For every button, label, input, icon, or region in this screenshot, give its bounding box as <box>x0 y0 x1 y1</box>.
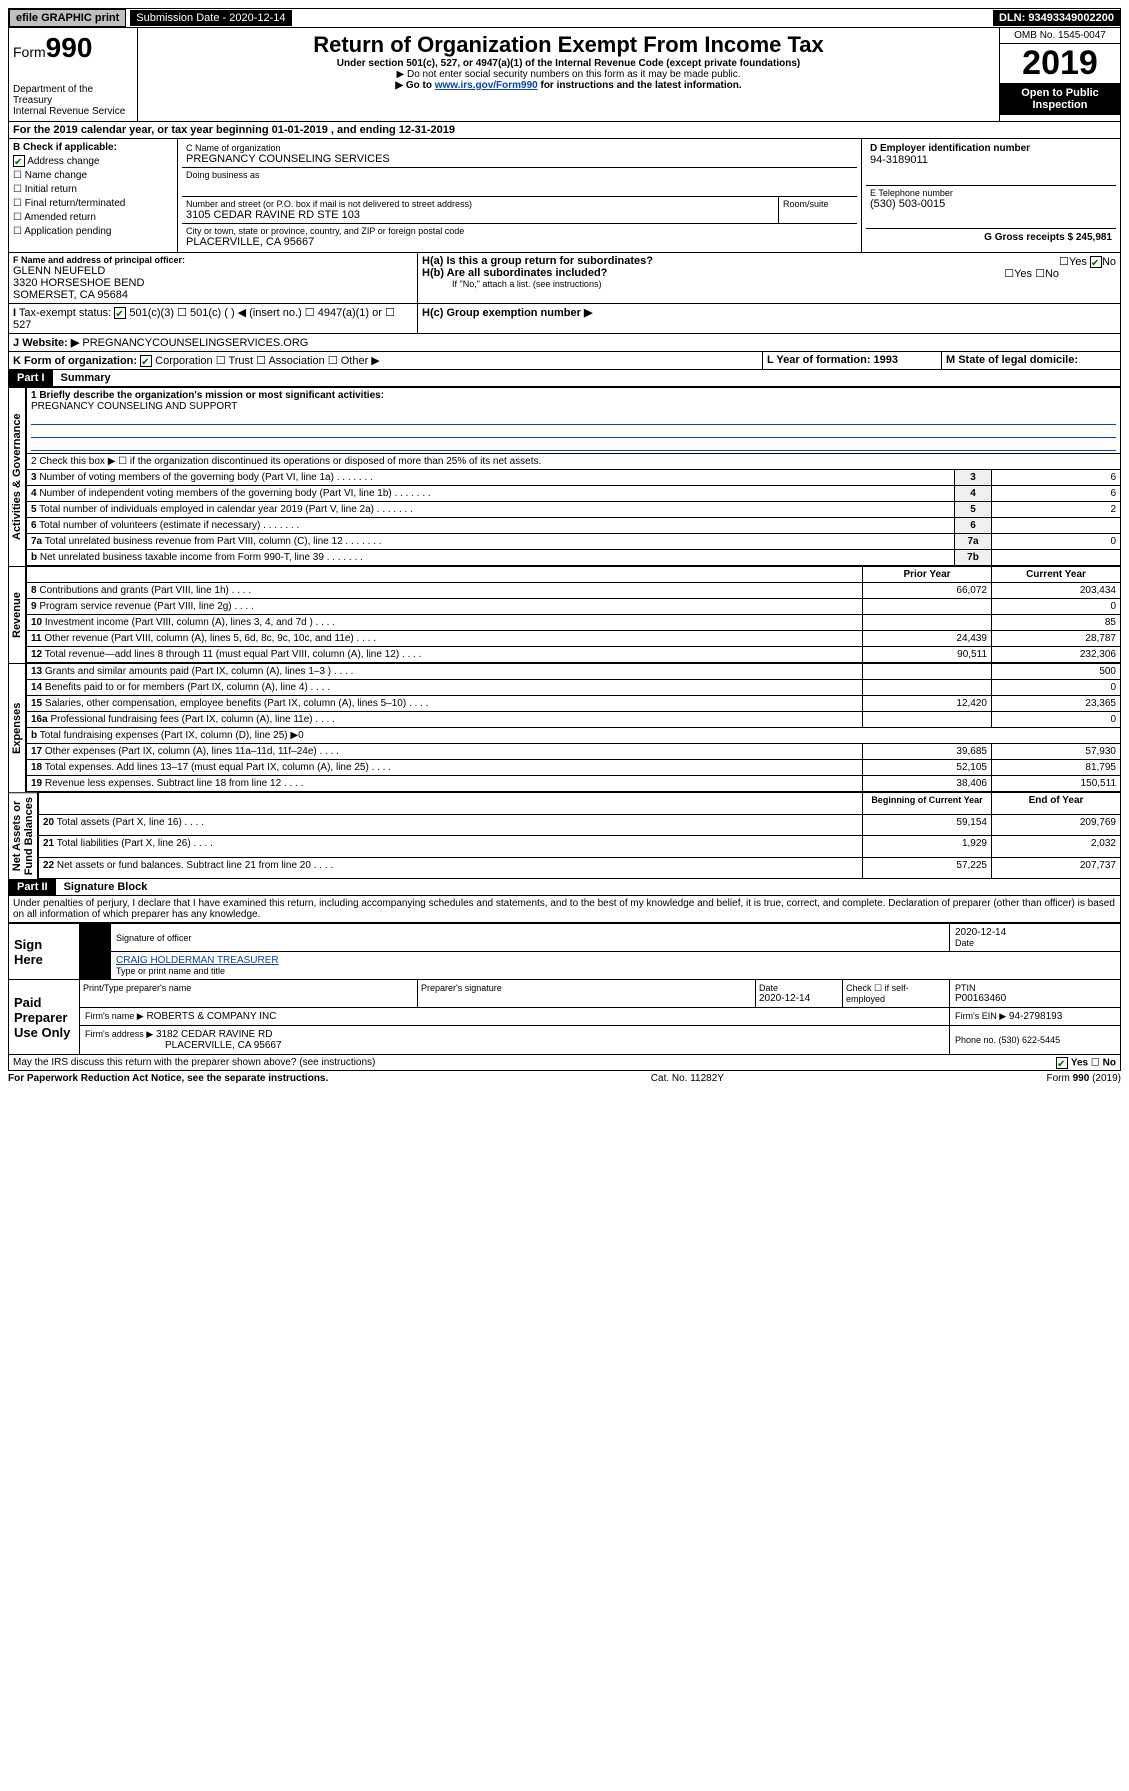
part2-header: Part II Signature Block <box>8 879 1121 896</box>
subtitle-2: ▶ Do not enter social security numbers o… <box>142 69 995 80</box>
table-row: 21 Total liabilities (Part X, line 26) .… <box>39 836 1121 858</box>
tax-year: 2019 <box>1000 44 1120 83</box>
declaration: Under penalties of perjury, I declare th… <box>8 896 1121 923</box>
mission: PREGNANCY COUNSELING AND SUPPORT <box>31 401 237 412</box>
irs-link[interactable]: www.irs.gov/Form990 <box>435 80 538 91</box>
table-row: 20 Total assets (Part X, line 16) . . . … <box>39 814 1121 836</box>
org-name: PREGNANCY COUNSELING SERVICES <box>186 153 853 165</box>
part1-header: Part I Summary <box>8 370 1121 387</box>
section-bcdefg: B Check if applicable: Address change☐ N… <box>8 139 1121 253</box>
table-row: 22 Net assets or fund balances. Subtract… <box>39 857 1121 879</box>
signature-table: Sign Here ▶ Signature of officer 2020-12… <box>8 923 1121 1055</box>
checkbox-address-change[interactable]: Address change <box>13 155 173 169</box>
summary-netassets: Beginning of Current YearEnd of Year 20 … <box>38 792 1121 879</box>
table-row: 19 Revenue less expenses. Subtract line … <box>27 776 1121 792</box>
checkbox-name-change[interactable]: ☐ Name change <box>13 169 173 183</box>
table-row: 17 Other expenses (Part IX, column (A), … <box>27 744 1121 760</box>
table-row: 6 Total number of volunteers (estimate i… <box>27 518 1121 534</box>
open-to-public: Open to Public Inspection <box>1000 83 1120 115</box>
section-c: C Name of organization PREGNANCY COUNSEL… <box>178 139 861 252</box>
table-row: 3 Number of voting members of the govern… <box>27 470 1121 486</box>
dept-label: Department of the Treasury Internal Reve… <box>13 84 133 117</box>
section-b: B Check if applicable: Address change☐ N… <box>9 139 178 252</box>
table-row: b Net unrelated business taxable income … <box>27 550 1121 566</box>
table-row: 13 Grants and similar amounts paid (Part… <box>27 664 1121 680</box>
officer-name-sig: CRAIG HOLDERMAN TREASURER <box>116 955 1115 966</box>
table-row: 5 Total number of individuals employed i… <box>27 502 1121 518</box>
summary-governance: 1 Briefly describe the organization's mi… <box>26 387 1121 566</box>
section-klm: K Form of organization: Corporation ☐ Tr… <box>8 352 1121 370</box>
line-a: For the 2019 calendar year, or tax year … <box>8 122 1121 139</box>
submission-date: Submission Date - 2020-12-14 <box>130 10 291 26</box>
ein: 94-3189011 <box>870 154 1112 166</box>
table-row: b Total fundraising expenses (Part IX, c… <box>27 728 1121 744</box>
form-number: Form990 <box>13 32 133 64</box>
checkbox-application-pending[interactable]: ☐ Application pending <box>13 225 173 239</box>
efile-button[interactable]: efile GRAPHIC print <box>9 9 126 27</box>
org-city: PLACERVILLE, CA 95667 <box>186 236 853 248</box>
gross-receipts: G Gross receipts $ 245,981 <box>984 232 1112 243</box>
summary-expenses: 13 Grants and similar amounts paid (Part… <box>26 663 1121 792</box>
501c3-checkbox[interactable] <box>114 307 126 319</box>
discuss-yes[interactable] <box>1056 1057 1068 1069</box>
subtitle-3: ▶ Go to www.irs.gov/Form990 for instruct… <box>142 80 995 91</box>
phone: (530) 503-0015 <box>870 198 1112 210</box>
section-i: I Tax-exempt status: 501(c)(3) ☐ 501(c) … <box>8 304 1121 334</box>
table-row: 10 Investment income (Part VIII, column … <box>27 615 1121 631</box>
side-ag: Activities & Governance <box>8 387 26 566</box>
side-rev: Revenue <box>8 566 26 663</box>
org-address: 3105 CEDAR RAVINE RD STE 103 <box>186 209 774 221</box>
table-row: 11 Other revenue (Part VIII, column (A),… <box>27 631 1121 647</box>
corp-checkbox[interactable] <box>140 355 152 367</box>
table-row: 8 Contributions and grants (Part VIII, l… <box>27 583 1121 599</box>
website: PREGNANCYCOUNSELINGSERVICES.ORG <box>82 337 308 349</box>
checkbox-initial-return[interactable]: ☐ Initial return <box>13 183 173 197</box>
side-na: Net Assets or Fund Balances <box>8 792 38 879</box>
section-j: J Website: ▶ PREGNANCYCOUNSELINGSERVICES… <box>8 334 1121 352</box>
omb-number: OMB No. 1545-0047 <box>1000 28 1120 44</box>
table-row: 16a Professional fundraising fees (Part … <box>27 712 1121 728</box>
dln-label: DLN: 93493349002200 <box>993 10 1120 26</box>
firm-name: ROBERTS & COMPANY INC <box>146 1011 276 1022</box>
officer-name: GLENN NEUFELD <box>13 265 413 277</box>
footer: For Paperwork Reduction Act Notice, see … <box>8 1071 1121 1086</box>
section-deg: D Employer identification number 94-3189… <box>861 139 1120 252</box>
table-row: 7a Total unrelated business revenue from… <box>27 534 1121 550</box>
discuss-line: May the IRS discuss this return with the… <box>8 1055 1121 1071</box>
section-fhi: F Name and address of principal officer:… <box>8 253 1121 304</box>
side-exp: Expenses <box>8 663 26 792</box>
table-row: 14 Benefits paid to or for members (Part… <box>27 680 1121 696</box>
table-row: 12 Total revenue—add lines 8 through 11 … <box>27 647 1121 663</box>
top-toolbar: efile GRAPHIC print Submission Date - 20… <box>8 8 1121 28</box>
checkbox-final-return-terminated[interactable]: ☐ Final return/terminated <box>13 197 173 211</box>
table-row: 4 Number of independent voting members o… <box>27 486 1121 502</box>
subtitle-1: Under section 501(c), 527, or 4947(a)(1)… <box>142 58 995 69</box>
checkbox-amended-return[interactable]: ☐ Amended return <box>13 211 173 225</box>
table-row: 15 Salaries, other compensation, employe… <box>27 696 1121 712</box>
table-row: 18 Total expenses. Add lines 13–17 (must… <box>27 760 1121 776</box>
summary-revenue: Prior YearCurrent Year 8 Contributions a… <box>26 566 1121 663</box>
form-title: Return of Organization Exempt From Incom… <box>142 32 995 58</box>
table-row: 9 Program service revenue (Part VIII, li… <box>27 599 1121 615</box>
form-header: Form990 Department of the Treasury Inter… <box>8 28 1121 122</box>
